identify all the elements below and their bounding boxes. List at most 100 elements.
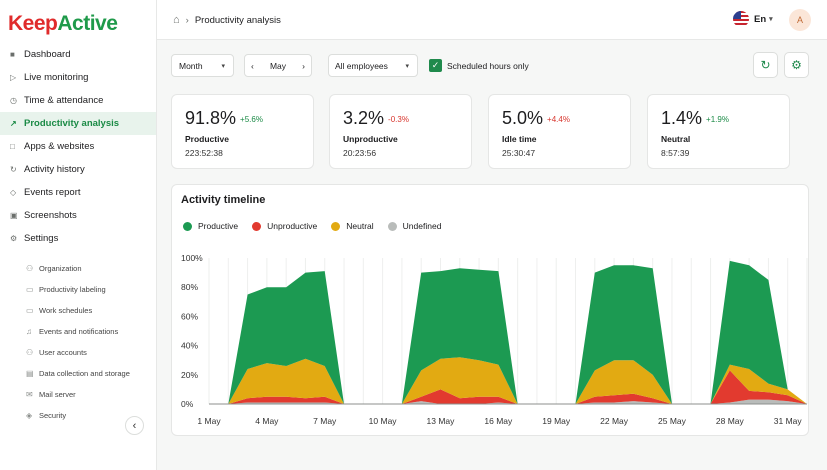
legend-item[interactable]: Unproductive [252,221,317,231]
breadcrumb-separator-icon: › [185,14,189,26]
legend-item[interactable]: Undefined [387,221,442,231]
subitem-icon: ⚇ [26,264,34,273]
nav-activity-history[interactable]: ↻ Activity history [0,158,156,181]
x-tick-label: 10 May [369,416,398,426]
y-tick-label: 100% [181,253,203,263]
subitem-label: Productivity labeling [39,285,106,294]
legend-item[interactable]: Productive [183,221,238,231]
series-area-undefined[interactable] [209,399,807,404]
subitem-label: Data collection and storage [39,369,130,378]
date-label[interactable]: May [269,60,287,71]
stat-card[interactable]: 3.2% -0.3% Unproductive 20:23:56 [329,94,472,169]
x-tick-label: 28 May [716,416,745,426]
legend-label: Undefined [402,221,442,231]
language-label: En [754,13,767,25]
nav-label: Events report [24,187,81,198]
brand-logo[interactable]: KeepActive [8,12,118,36]
avatar[interactable]: A [789,9,811,31]
stat-label: Productive [185,134,229,144]
nav-events-report[interactable]: ◇ Events report [0,181,156,204]
legend-swatch [183,221,192,231]
settings-subitem[interactable]: ▭ Productivity labeling [0,279,156,300]
next-period-button[interactable]: › [302,60,305,71]
nav-screenshots[interactable]: ▣ Screenshots [0,204,156,227]
x-tick-label: 22 May [600,416,629,426]
legend-swatch [331,221,341,231]
nav-icon: ▣ [10,211,18,220]
brand-logo-part1: Keep [8,12,58,35]
subitem-icon: ⚇ [26,348,34,357]
refresh-button[interactable]: ↻ [753,52,778,78]
legend-swatch [252,221,262,231]
period-select-value: Month [179,60,203,71]
subitem-label: Work schedules [39,306,93,315]
stat-value: 91.8% +5.6% [185,108,263,128]
nav-apps-websites[interactable]: □ Apps & websites [0,135,156,158]
period-select[interactable]: Month ▾ [171,54,234,77]
series-area-unproductive[interactable] [209,370,807,404]
legend-swatch [387,221,397,231]
stat-time: 20:23:56 [343,148,377,158]
legend-label: Neutral [346,221,374,231]
nav-label: Productivity analysis [24,118,120,129]
x-tick-label: 4 May [255,416,279,426]
series-area-productive[interactable] [209,260,807,404]
settings-subitem[interactable]: ✉ Mail server [0,384,156,405]
nav-label: Live monitoring [24,72,89,83]
stat-value: 3.2% -0.3% [343,108,409,128]
scheduled-hours-toggle[interactable]: ✓ Scheduled hours only [429,59,529,72]
stat-delta: +1.9% [706,114,729,124]
series-area-neutral[interactable] [209,357,807,404]
nav-live-monitoring[interactable]: ▷ Live monitoring [0,66,156,89]
settings-subitem[interactable]: ▤ Data collection and storage [0,363,156,384]
stat-time: 223:52:38 [185,148,223,158]
nav-dashboard[interactable]: ■ Dashboard [0,43,156,66]
nav-icon: ■ [10,50,15,59]
stat-value: 5.0% +4.4% [502,108,570,128]
nav-productivity-analysis[interactable]: ↗ Productivity analysis [0,112,156,135]
settings-subitem[interactable]: ⚇ Organization [0,258,156,279]
x-tick-label: 1 May [197,416,221,426]
settings-subitem[interactable]: ◈ Security [0,405,156,426]
stat-label: Idle time [502,134,537,144]
employees-select[interactable]: All employees ▾ [328,54,418,77]
nav-icon: ↻ [10,165,17,174]
y-tick-label: 0% [181,399,194,409]
nav-icon: □ [10,142,15,151]
stat-card[interactable]: 1.4% +1.9% Neutral 8:57:39 [647,94,790,169]
nav-label: Apps & websites [24,141,95,152]
submenu-scroll-fade [0,248,156,258]
stat-value: 1.4% +1.9% [661,108,729,128]
nav-icon: ◇ [10,188,17,197]
stat-time: 25:30:47 [502,148,536,158]
subitem-icon: ♫ [26,327,32,336]
subitem-label: Events and notifications [39,327,119,336]
brand-logo-part2: Active [57,12,118,35]
settings-subitem[interactable]: ▭ Work schedules [0,300,156,321]
previous-period-button[interactable]: ‹ [251,60,254,71]
stat-card[interactable]: 91.8% +5.6% Productive 223:52:38 [171,94,314,169]
chart-settings-button[interactable]: ⚙ [784,52,809,78]
settings-subitem[interactable]: ⚇ User accounts [0,342,156,363]
sidebar-nav: ■ Dashboard ▷ Live monitoring ◷ Time & attend… [0,43,156,250]
nav-icon: ▷ [10,73,17,82]
breadcrumb-current: Productivity analysis [194,14,281,26]
legend-item[interactable]: Neutral [331,221,374,231]
sidebar: KeepActive ■ Dashboard ▷ Live monitoring ◷ Ti… [0,0,157,470]
subitem-label: Security [39,411,67,420]
collapse-sidebar-button[interactable]: ‹ [125,416,144,435]
x-tick-label: 31 May [774,416,803,426]
nav-label: Screenshots [24,210,77,221]
breadcrumb: ⌂ › Productivity analysis [173,14,281,26]
checkbox-checked-icon[interactable]: ✓ [429,59,442,72]
home-icon[interactable]: ⌂ [173,14,180,26]
stat-card[interactable]: 5.0% +4.4% Idle time 25:30:47 [488,94,631,169]
settings-subitem[interactable]: ♫ Events and notifications [0,321,156,342]
date-navigator: ‹ May › [244,54,312,77]
chevron-left-icon: ‹ [132,419,137,432]
nav-time-attendance[interactable]: ◷ Time & attendance [0,89,156,112]
nav-settings[interactable]: ⚙ Settings [0,227,156,250]
language-selector[interactable]: En ▾ [733,11,773,27]
subitem-icon: ✉ [26,390,33,399]
x-tick-label: 19 May [542,416,571,426]
